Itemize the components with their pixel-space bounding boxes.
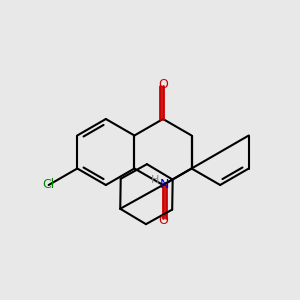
Text: O: O (158, 77, 168, 91)
Text: H: H (151, 175, 160, 185)
Text: N: N (160, 178, 169, 191)
Text: Cl: Cl (43, 178, 55, 191)
Text: O: O (158, 214, 168, 226)
